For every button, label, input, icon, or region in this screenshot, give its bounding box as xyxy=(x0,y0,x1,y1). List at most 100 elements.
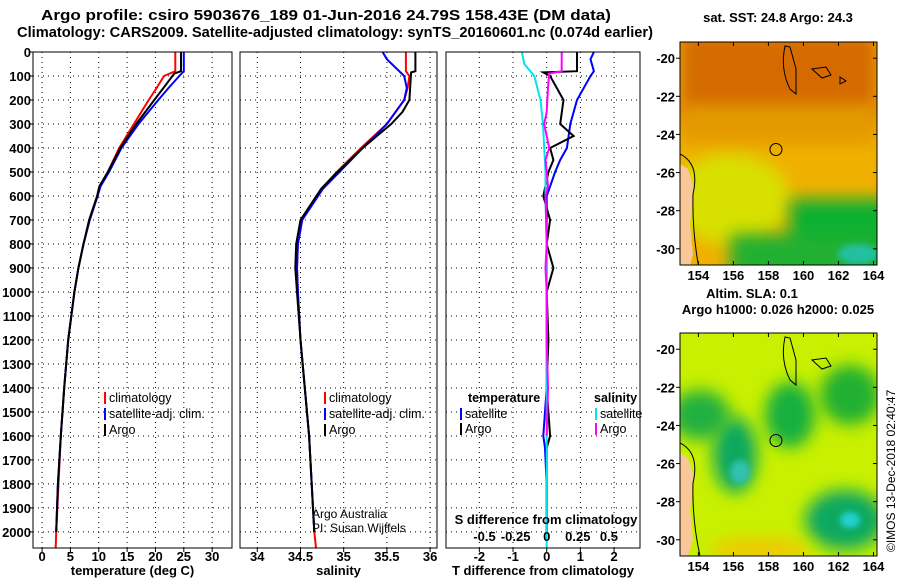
x2-tick-label: 0.5 xyxy=(600,529,618,544)
lat-tick-label: -28 xyxy=(656,495,675,510)
legend-label: Argo xyxy=(600,422,626,436)
y-tick-label: 900 xyxy=(9,261,31,276)
x-tick-label: 1 xyxy=(577,549,584,564)
x-tick-label: 10 xyxy=(92,549,106,564)
lat-tick-label: -20 xyxy=(656,51,675,66)
y-tick-label: 1700 xyxy=(2,453,31,468)
lon-tick-label: 160 xyxy=(793,559,815,574)
y-tick-label: 300 xyxy=(9,117,31,132)
panel-frame xyxy=(32,51,233,549)
lon-tick-label: 160 xyxy=(793,268,815,283)
lon-tick-label: 162 xyxy=(828,559,850,574)
legend-label: satellite-adj. clim. xyxy=(329,407,425,421)
lat-tick-label: -30 xyxy=(656,242,675,257)
lat-tick-label: -20 xyxy=(656,342,675,357)
x-tick-label: 0 xyxy=(543,549,550,564)
sst-map: sat. SST: 24.8 Argo: 24.3 154 156 158 160 16… xyxy=(656,10,885,283)
lon-tick-label: 164 xyxy=(863,268,885,283)
x-tick-label: 35.5 xyxy=(374,549,399,564)
lon-tick-label: 164 xyxy=(863,559,885,574)
y-tick-label: 400 xyxy=(9,141,31,156)
legend-label: climatology xyxy=(329,391,392,405)
credit-text: PI: Susan Wijffels xyxy=(312,521,406,535)
panel-frame xyxy=(445,51,641,549)
y-tick-label: 1600 xyxy=(2,429,31,444)
lon-tick-label: 156 xyxy=(723,559,745,574)
y-tick-label: 1500 xyxy=(2,405,31,420)
x-tick-label: -2 xyxy=(474,549,486,564)
y-tick-label: 600 xyxy=(9,189,31,204)
x-tick-label: 15 xyxy=(120,549,134,564)
lon-tick-label: 158 xyxy=(758,268,780,283)
x2-axis-label: S difference from climatology xyxy=(455,512,639,527)
legend-label: satellite xyxy=(465,407,507,421)
credit-text: Argo Australia xyxy=(312,507,387,521)
series-line-argo xyxy=(55,52,182,532)
sla-map: Altim. SLA: 0.1 Argo h1000: 0.026 h2000:… xyxy=(656,286,885,574)
imos-timestamp: ©IMOS 13-Dec-2018 02:40:47 xyxy=(884,389,898,552)
legend-label: climatology xyxy=(109,391,172,405)
panel-temperature: 0 5 10 15 20 25 30 temperature (deg C) 0 100 200 30… xyxy=(2,45,233,578)
y-tick-label: 2000 xyxy=(2,525,31,540)
y-tick-label: 1000 xyxy=(2,285,31,300)
y-tick-label: 0 xyxy=(24,45,31,60)
y-tick-label: 1900 xyxy=(2,501,31,516)
lon-tick-label: 158 xyxy=(758,559,780,574)
x-tick-label: 5 xyxy=(67,549,74,564)
series-line-climatology xyxy=(295,52,411,549)
x-tick-label: 34.5 xyxy=(288,549,313,564)
series-line-temperature-satellite xyxy=(542,51,595,532)
legend-title-salinity: salinity xyxy=(594,391,637,405)
y-tick-label: 1300 xyxy=(2,357,31,372)
x-tick-label: 30 xyxy=(205,549,219,564)
x-tick-label: 20 xyxy=(148,549,162,564)
lat-tick-label: -22 xyxy=(656,89,675,104)
y-tick-label: 1400 xyxy=(2,381,31,396)
lon-tick-label: 162 xyxy=(828,268,850,283)
x-tick-label: 25 xyxy=(177,549,191,564)
y-tick-label: 800 xyxy=(9,237,31,252)
lon-tick-label: 154 xyxy=(688,559,710,574)
x2-tick-label: -0.25 xyxy=(501,529,531,544)
y-tick-label: 1100 xyxy=(3,309,31,324)
x-axis-label: T difference from climatology xyxy=(452,563,635,578)
x2-tick-label: 0 xyxy=(543,529,550,544)
legend-label: Argo xyxy=(329,423,355,437)
x-tick-label: 36 xyxy=(423,549,437,564)
lat-tick-label: -28 xyxy=(656,204,675,219)
y-tick-label: 1800 xyxy=(2,477,31,492)
title-line-1: Argo profile: csiro 5903676_189 01-Jun-2… xyxy=(41,8,611,24)
y-tick-label: 700 xyxy=(9,213,31,228)
sla-map-frame xyxy=(679,332,878,557)
panel-frame xyxy=(239,51,438,549)
y-tick-label: 200 xyxy=(9,93,31,108)
x-tick-label: -1 xyxy=(507,549,519,564)
panel-differences: -2 -1 0 1 2T difference from climatology temp… xyxy=(445,51,642,578)
argo-location-marker xyxy=(769,433,783,447)
y-tick-label: 1200 xyxy=(2,333,31,348)
legend-label: Argo xyxy=(109,423,135,437)
x-tick-label: 2 xyxy=(610,549,617,564)
x-tick-label: 35 xyxy=(336,549,350,564)
series-line-salinity-argo xyxy=(543,52,563,436)
x2-tick-label: -0.5 xyxy=(473,529,495,544)
sla-map-title-1: Altim. SLA: 0.1 xyxy=(706,286,798,301)
legend-label: Argo xyxy=(465,422,491,436)
lat-tick-label: -26 xyxy=(656,166,675,181)
y-tick-label: 500 xyxy=(9,165,31,180)
legend-label: satellite-adj. clim. xyxy=(109,407,205,421)
y-tick-label: 100 xyxy=(9,69,31,84)
legend-label: satellite xyxy=(600,407,642,421)
lat-tick-label: -24 xyxy=(656,127,676,142)
argo-location-marker xyxy=(769,142,783,156)
lat-tick-label: -24 xyxy=(656,418,676,433)
lat-tick-label: -30 xyxy=(656,533,675,548)
sst-map-title: sat. SST: 24.8 Argo: 24.3 xyxy=(703,10,853,25)
lat-tick-label: -26 xyxy=(656,457,675,472)
lon-tick-label: 154 xyxy=(688,268,710,283)
lon-tick-label: 156 xyxy=(723,268,745,283)
x-axis-label: salinity xyxy=(316,563,362,578)
x-tick-label: 0 xyxy=(38,549,45,564)
series-line-argo xyxy=(294,52,417,532)
